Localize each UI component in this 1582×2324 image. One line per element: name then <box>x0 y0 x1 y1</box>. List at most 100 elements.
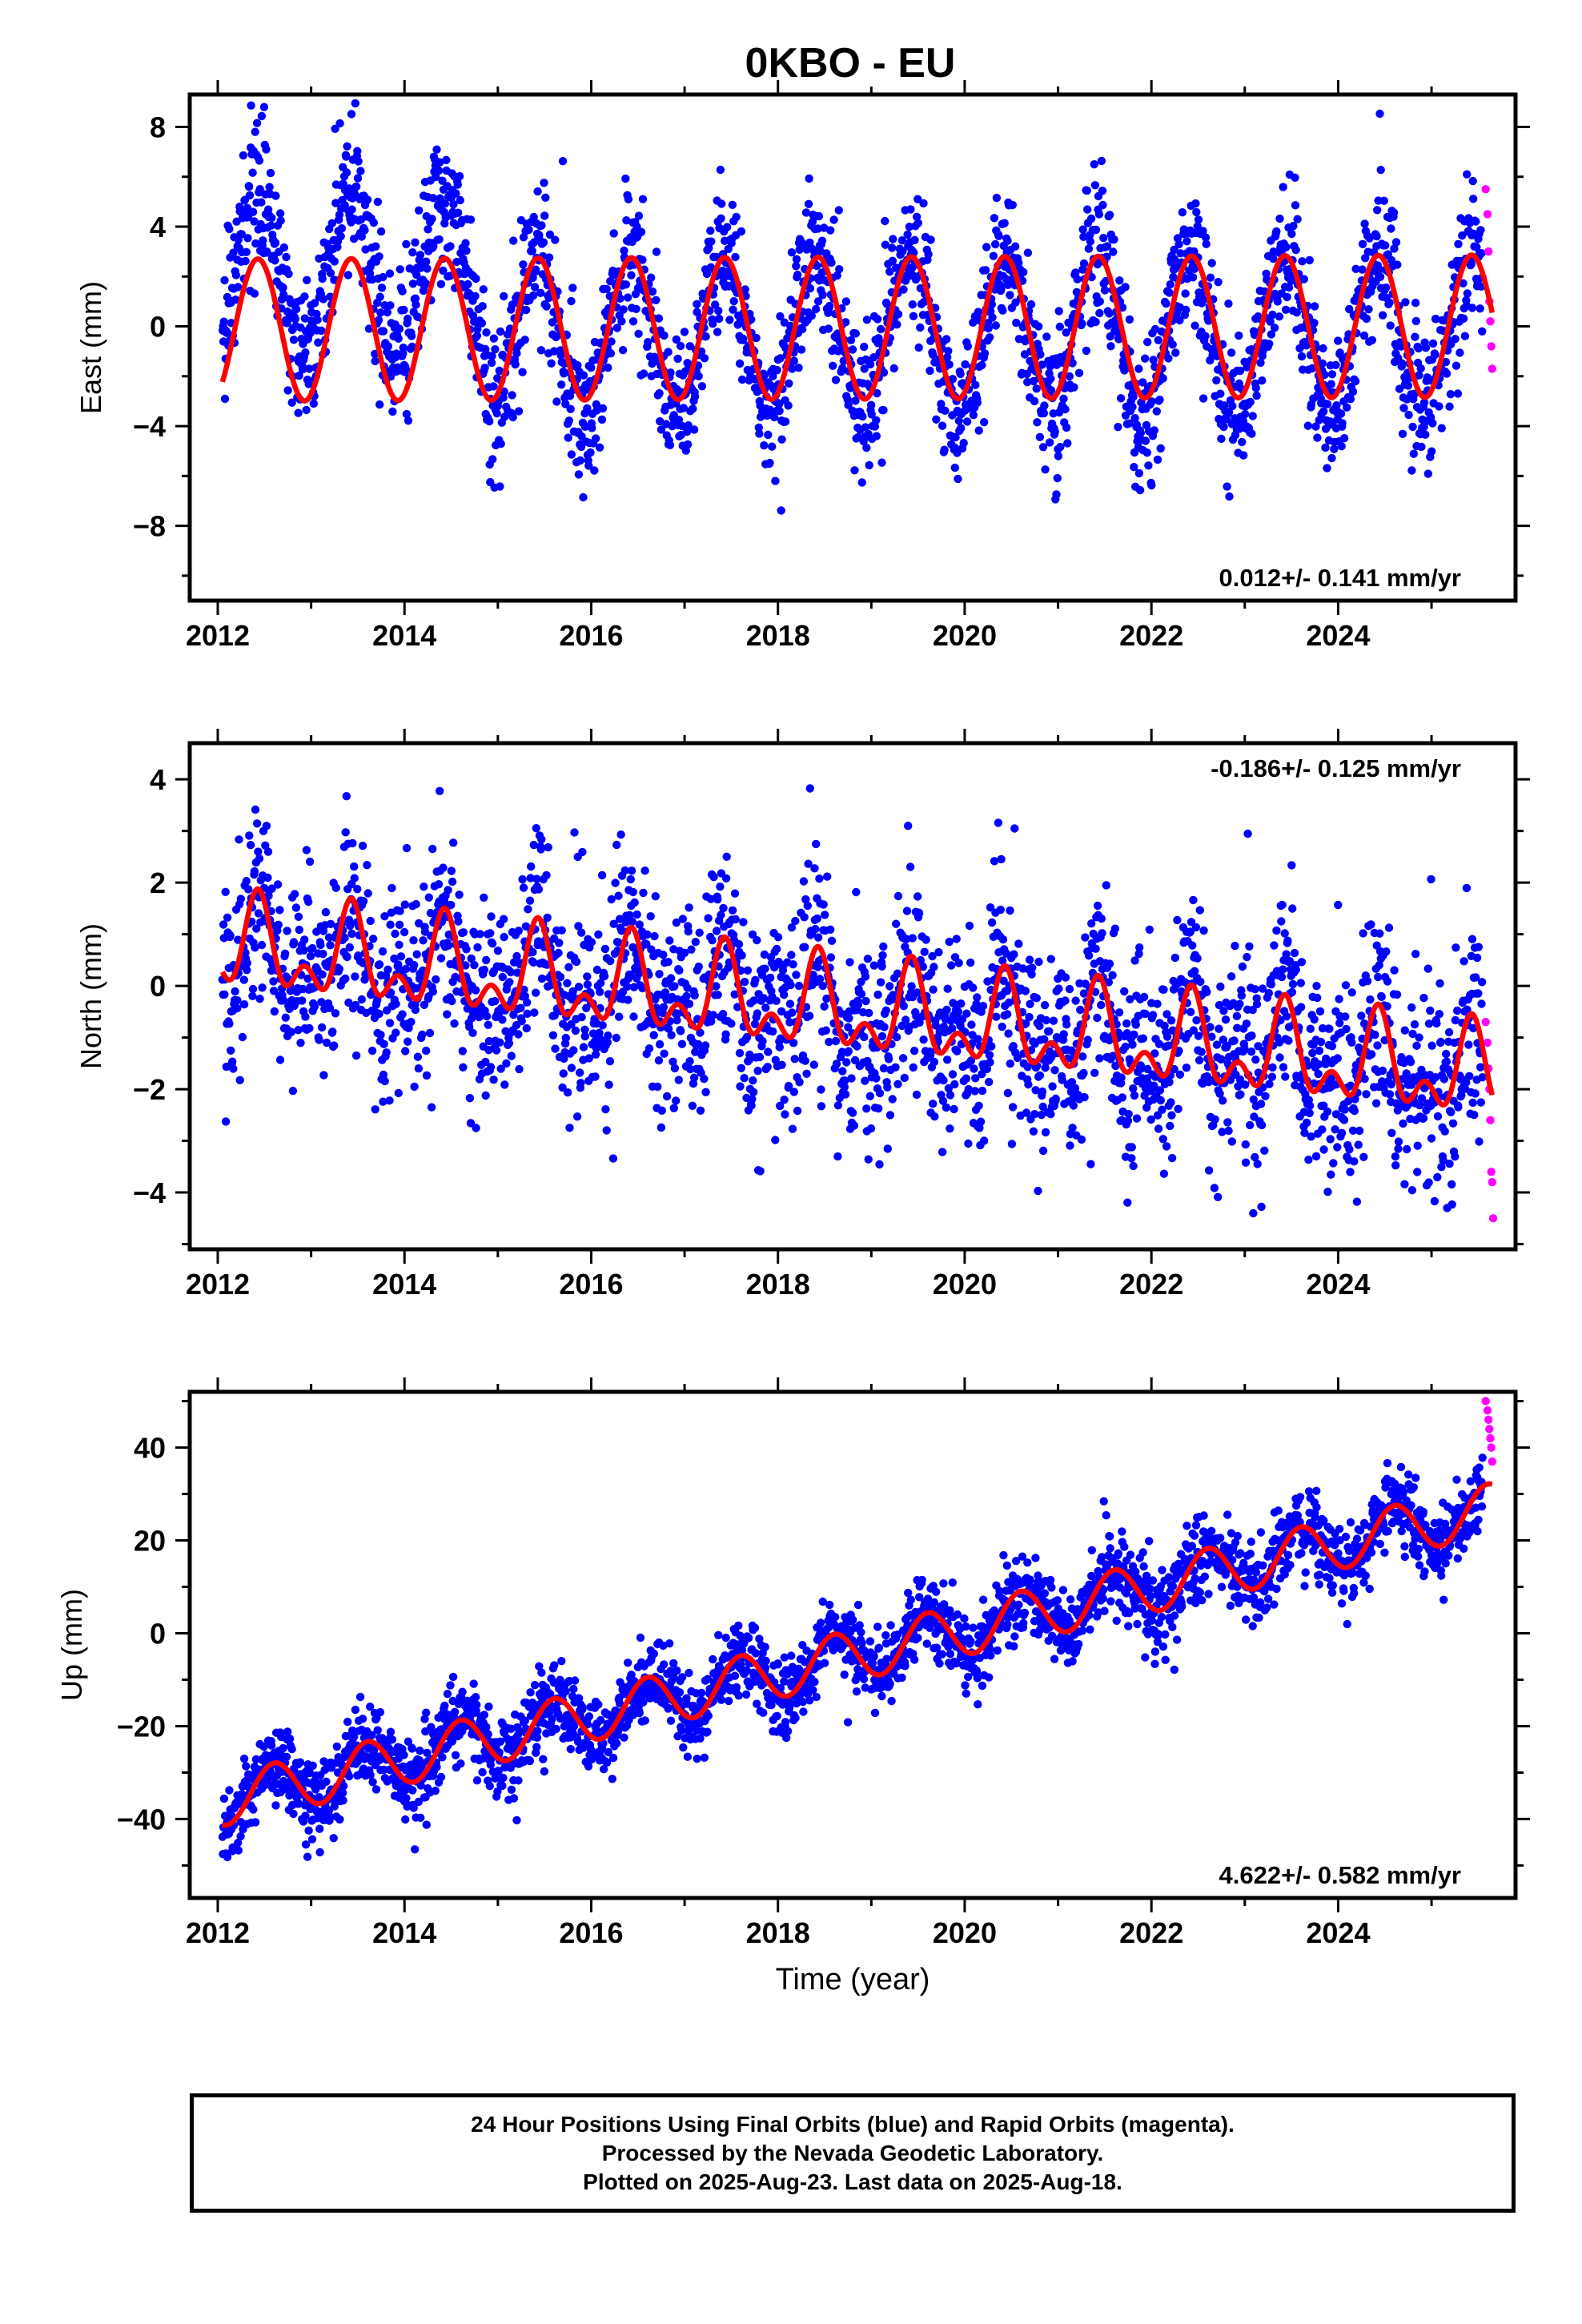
data-point <box>1326 1135 1335 1144</box>
data-point <box>1256 1100 1266 1108</box>
data-point <box>461 961 470 970</box>
data-point <box>1025 955 1034 964</box>
data-point <box>472 332 482 340</box>
data-point <box>780 1096 789 1104</box>
data-point <box>969 983 978 992</box>
data-point <box>353 174 363 183</box>
data-point <box>1012 318 1021 328</box>
data-point <box>1078 1052 1087 1061</box>
data-point <box>487 912 496 921</box>
data-point <box>596 979 605 987</box>
data-point <box>672 335 681 344</box>
data-point <box>1049 1016 1058 1025</box>
data-point <box>981 266 990 275</box>
data-point <box>1050 427 1059 436</box>
data-point <box>1053 473 1062 483</box>
data-point <box>694 372 703 380</box>
data-point <box>628 917 636 927</box>
data-point <box>488 939 497 948</box>
data-point <box>862 316 872 324</box>
data-point <box>948 375 958 384</box>
data-point <box>772 996 781 1006</box>
data-point <box>560 1054 568 1063</box>
data-point <box>1128 402 1137 412</box>
data-point <box>465 1023 474 1031</box>
rapid-point <box>1486 317 1495 326</box>
data-point <box>1158 1105 1166 1114</box>
data-point <box>225 224 234 234</box>
data-point <box>687 945 696 954</box>
data-point <box>584 1054 593 1063</box>
data-point <box>444 886 452 895</box>
data-point <box>238 1032 247 1042</box>
data-point <box>233 1003 242 1013</box>
data-point <box>1333 1054 1343 1063</box>
data-point <box>1401 298 1410 307</box>
data-point <box>496 327 505 336</box>
data-point <box>1334 900 1343 910</box>
data-point <box>777 506 785 515</box>
data-point <box>1105 959 1114 968</box>
data-point <box>234 935 243 944</box>
data-point <box>789 960 797 969</box>
data-point <box>888 256 897 265</box>
data-point <box>252 924 261 933</box>
data-point <box>1319 1145 1328 1154</box>
data-point <box>1212 376 1221 385</box>
data-point <box>523 1009 532 1019</box>
data-point <box>262 822 271 830</box>
data-point <box>534 885 544 894</box>
data-point <box>394 960 403 969</box>
data-point <box>924 250 933 259</box>
data-point <box>777 435 786 444</box>
data-point <box>415 919 424 928</box>
data-point <box>1117 1073 1126 1082</box>
data-point <box>1019 267 1028 276</box>
data-point <box>244 183 254 191</box>
data-point <box>319 1071 328 1080</box>
data-point <box>761 964 769 973</box>
data-point <box>1193 954 1202 963</box>
data-point <box>289 938 299 947</box>
data-point <box>1218 1128 1227 1136</box>
data-point <box>543 913 552 923</box>
data-point <box>400 305 408 315</box>
data-point <box>466 215 476 224</box>
data-point <box>991 321 1001 330</box>
data-point <box>883 1144 893 1153</box>
data-point <box>851 396 860 405</box>
data-point <box>1287 229 1296 239</box>
x-tick-label: 2012 <box>186 619 250 652</box>
data-point <box>628 943 637 952</box>
data-point <box>840 1083 849 1092</box>
data-point <box>358 842 367 850</box>
data-point <box>568 987 577 996</box>
data-point <box>347 205 356 214</box>
data-point <box>1078 225 1087 234</box>
data-point <box>305 364 314 373</box>
data-point <box>838 1067 847 1076</box>
data-point <box>1182 305 1191 315</box>
data-point <box>845 958 854 967</box>
data-point <box>331 199 340 207</box>
data-point <box>1025 1012 1034 1022</box>
data-point <box>251 127 259 136</box>
data-point <box>1196 977 1205 987</box>
data-point <box>1476 226 1485 235</box>
data-point <box>974 1101 983 1111</box>
data-point <box>1109 247 1118 256</box>
data-point <box>1162 299 1170 308</box>
data-point <box>718 1010 728 1019</box>
data-point <box>1010 950 1018 959</box>
data-point <box>846 336 856 344</box>
data-point <box>563 979 572 987</box>
data-point <box>1186 927 1195 936</box>
data-point <box>619 305 628 314</box>
data-point <box>383 965 392 975</box>
data-point <box>1272 227 1281 236</box>
data-point <box>672 918 681 927</box>
data-point <box>220 394 230 404</box>
data-point <box>1327 1170 1335 1179</box>
data-point <box>1005 998 1014 1007</box>
data-point <box>1305 1108 1314 1118</box>
